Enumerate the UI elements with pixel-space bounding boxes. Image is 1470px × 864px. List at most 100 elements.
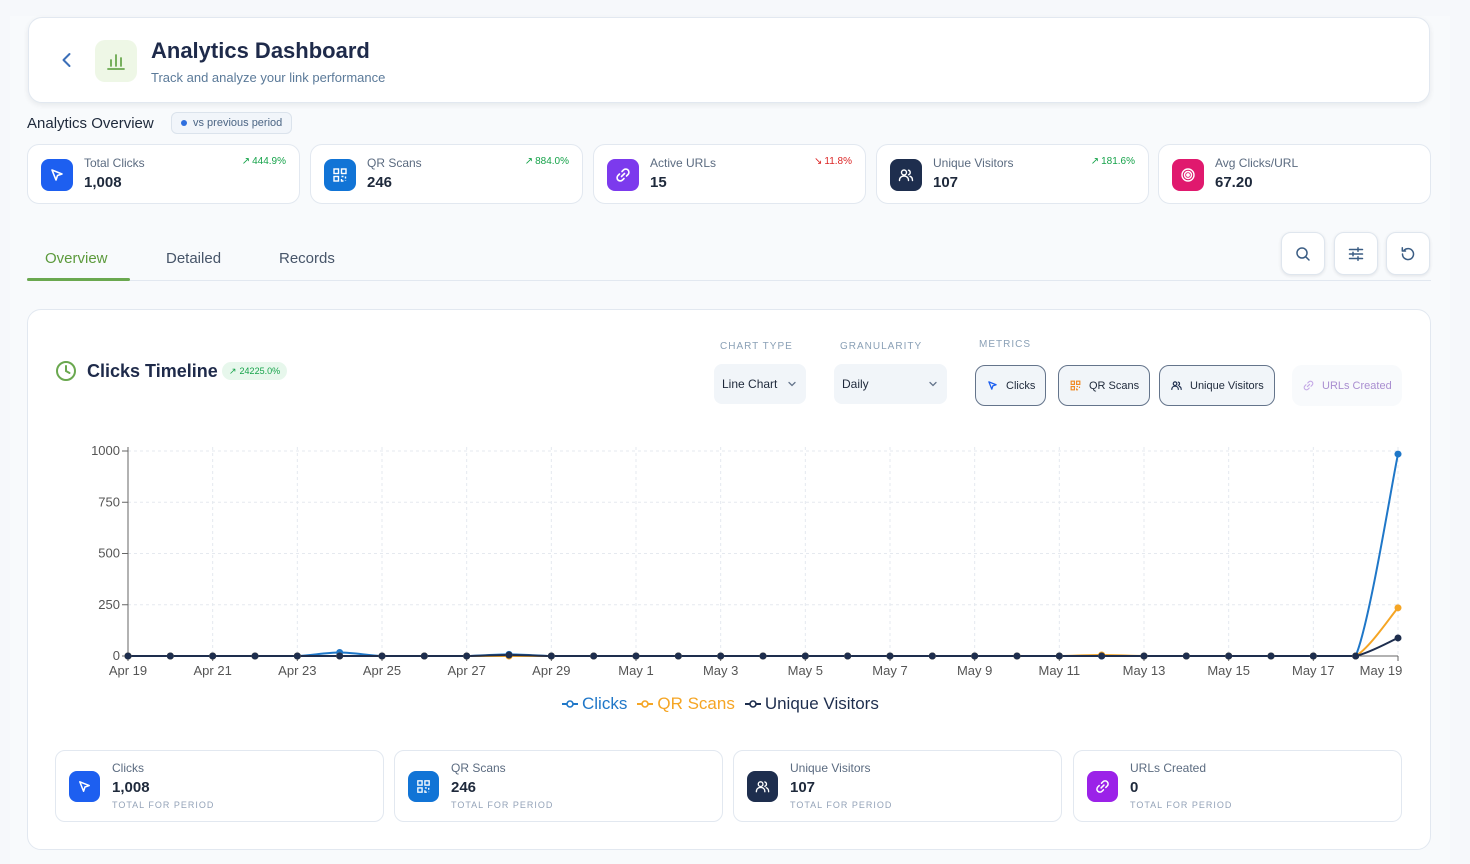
users-icon <box>890 159 922 191</box>
total-caption: TOTAL FOR PERIOD <box>112 800 215 810</box>
link-icon <box>1303 380 1314 391</box>
granularity-label: GRANULARITY <box>840 341 923 352</box>
series-line-clicks <box>128 453 1399 657</box>
data-point <box>674 652 682 660</box>
data-point <box>1098 652 1106 660</box>
stat-card-avg-clicks: Avg Clicks/URL 67.20 <box>1158 144 1431 204</box>
stat-value: 246 <box>367 174 393 191</box>
x-tick-label: May 3 <box>703 663 738 678</box>
trend-up-icon: ↗ <box>241 156 251 167</box>
refresh-button[interactable] <box>1386 232 1430 275</box>
page-subtitle: Track and analyze your link performance <box>151 70 386 85</box>
x-tick-label: May 1 <box>618 663 653 678</box>
total-value: 246 <box>451 779 477 796</box>
chart-type-select[interactable]: Line Chart <box>714 364 806 404</box>
data-point <box>632 652 640 660</box>
legend-item-unique-visitors[interactable]: Unique Visitors <box>744 694 879 714</box>
stat-change: ↗ 444.9% <box>241 156 286 167</box>
x-tick-label: Apr 19 <box>109 663 147 678</box>
metrics-label: METRICS <box>979 339 1031 350</box>
data-point <box>759 652 767 660</box>
data-point <box>209 652 217 660</box>
stat-label: Active URLs <box>650 156 717 170</box>
x-tick-label: May 13 <box>1123 663 1166 678</box>
trend-down-icon: ↘ <box>813 156 823 167</box>
metric-toggle-unique-visitors[interactable]: Unique Visitors <box>1159 365 1275 406</box>
y-tick-label: 1000 <box>91 443 120 458</box>
data-point <box>971 652 979 660</box>
chart-type-value: Line Chart <box>722 377 778 391</box>
page-title: Analytics Dashboard <box>151 38 370 63</box>
data-point <box>1225 652 1233 660</box>
tab-overview[interactable]: Overview <box>45 250 108 267</box>
line-marker-icon <box>637 700 654 708</box>
stat-change: ↘ 11.8% <box>813 156 852 167</box>
legend-item-clicks[interactable]: Clicks <box>562 694 627 714</box>
period-badge-label: vs previous period <box>193 117 283 129</box>
stat-label: Total Clicks <box>84 156 145 170</box>
total-card-unique-visitors: Unique Visitors 107 TOTAL FOR PERIOD <box>733 750 1062 822</box>
trend-up-icon: ↗ <box>229 365 237 376</box>
data-point <box>336 652 344 660</box>
line-marker-icon <box>744 700 761 708</box>
filter-button[interactable] <box>1334 232 1378 275</box>
users-icon <box>1171 381 1182 391</box>
x-tick-label: Apr 27 <box>448 663 486 678</box>
y-tick-label: 0 <box>113 648 120 663</box>
granularity-select[interactable]: Daily <box>834 364 947 404</box>
back-button[interactable] <box>55 48 79 72</box>
metric-toggle-clicks[interactable]: Clicks <box>975 365 1047 406</box>
total-caption: TOTAL FOR PERIOD <box>790 800 893 810</box>
stat-card-unique-visitors: Unique Visitors 107 ↗ 181.6% <box>876 144 1149 204</box>
data-point <box>886 652 894 660</box>
metric-toggle-qr-scans[interactable]: QR Scans <box>1058 365 1151 406</box>
chart-type-label: CHART TYPE <box>720 341 793 352</box>
x-tick-label: May 11 <box>1038 663 1080 678</box>
qr-code-icon <box>1070 380 1081 391</box>
tab-records[interactable]: Records <box>279 250 335 267</box>
qr-code-icon <box>408 771 439 802</box>
y-tick-label: 750 <box>98 494 120 509</box>
x-tick-label: Apr 23 <box>278 663 316 678</box>
legend-item-qr-scans[interactable]: QR Scans <box>637 694 735 714</box>
tab-bar: Overview Detailed Records <box>27 236 1431 281</box>
data-point <box>420 652 428 660</box>
stat-change: ↗ 181.6% <box>1090 156 1135 167</box>
x-tick-label: May 9 <box>957 663 992 678</box>
timeline-title: Clicks Timeline <box>87 361 218 381</box>
stat-value: 67.20 <box>1215 174 1253 191</box>
cursor-icon <box>41 159 73 191</box>
data-point <box>463 652 471 660</box>
sliders-icon <box>1348 246 1364 261</box>
trend-up-icon: ↗ <box>1090 156 1100 167</box>
stat-card-active-urls: Active URLs 15 ↘ 11.8% <box>593 144 866 204</box>
header-card: Analytics Dashboard Track and analyze yo… <box>28 17 1430 103</box>
data-point <box>1182 652 1190 660</box>
total-value: 1,008 <box>112 779 150 796</box>
x-tick-label: May 5 <box>788 663 823 678</box>
data-point <box>1352 652 1360 660</box>
data-point <box>1267 652 1275 660</box>
cursor-icon <box>988 381 997 390</box>
analytics-page: Analytics Dashboard Track and analyze yo… <box>10 16 1450 864</box>
data-point <box>1394 450 1402 458</box>
data-point <box>505 651 513 659</box>
clock-icon <box>56 361 76 381</box>
x-tick-label: May 7 <box>872 663 907 678</box>
data-point <box>717 652 725 660</box>
data-point <box>547 652 555 660</box>
total-card-qr-scans: QR Scans 246 TOTAL FOR PERIOD <box>394 750 723 822</box>
metric-toggle-urls-created[interactable]: URLs Created <box>1292 365 1402 406</box>
target-icon <box>1172 159 1204 191</box>
total-label: QR Scans <box>451 761 506 775</box>
clicks-timeline-chart: 0 250 500 750 1000 Apr 19 Apr 21 Apr 23 Apr 25 Ap… <box>91 443 1402 678</box>
total-label: Clicks <box>112 761 144 775</box>
data-point <box>1394 604 1402 612</box>
total-label: URLs Created <box>1130 761 1207 775</box>
tab-detailed[interactable]: Detailed <box>166 250 222 267</box>
total-value: 107 <box>790 779 816 796</box>
chart-legend: Clicks QR Scans Unique Visitors <box>562 694 879 714</box>
x-tick-label: Apr 29 <box>532 663 570 678</box>
search-button[interactable] <box>1281 232 1325 275</box>
stat-card-total-clicks: Total Clicks 1,008 ↗ 444.9% <box>27 144 300 204</box>
